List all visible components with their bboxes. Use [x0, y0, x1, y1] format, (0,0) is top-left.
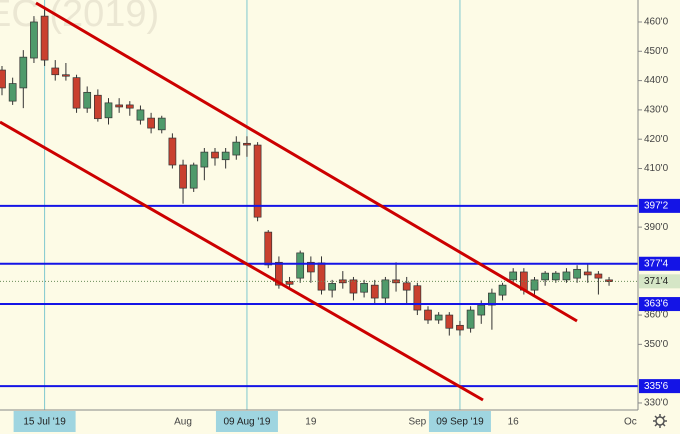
level-label: 363'6 — [644, 299, 669, 310]
x-tick-label: 19 — [305, 417, 317, 428]
y-tick-label: 410'0 — [644, 163, 669, 174]
candle-body — [466, 309, 475, 329]
candle-body — [285, 280, 294, 285]
y-tick-label: 450'0 — [644, 46, 669, 57]
candle-body — [477, 304, 486, 316]
level-tag — [639, 256, 680, 271]
candle-body — [360, 283, 368, 293]
level-label: 397'2 — [644, 201, 669, 212]
candle-body — [402, 282, 411, 291]
date-tag — [13, 411, 76, 432]
level-tag — [639, 297, 680, 312]
candle-body — [296, 252, 305, 279]
date-tag — [428, 411, 491, 432]
candle-body — [19, 56, 28, 89]
candle-body — [30, 21, 38, 59]
candle-body — [93, 94, 102, 120]
candle-body — [551, 272, 560, 281]
plot-area — [0, 0, 638, 410]
y-tick-label: 350'0 — [644, 339, 669, 350]
candle-body — [530, 279, 539, 291]
candle-body — [253, 144, 262, 218]
candle-body — [8, 83, 17, 102]
candle-body — [221, 151, 230, 161]
candle-body — [573, 268, 581, 279]
trend-line — [0, 120, 484, 402]
last-price-tag — [639, 274, 680, 289]
level-label: 377'4 — [644, 258, 669, 269]
level-tag — [639, 198, 680, 213]
candle-body — [189, 164, 198, 189]
candle-body — [243, 142, 251, 146]
candle-body — [509, 271, 518, 281]
candle-body — [125, 104, 134, 109]
candle-body — [445, 314, 454, 329]
candle-body — [136, 109, 145, 121]
candle-body — [62, 74, 70, 77]
candle-body — [157, 117, 166, 131]
x-tick-label: Aug — [174, 417, 192, 428]
x-tick-label: Oc — [624, 417, 637, 428]
candle-body — [147, 117, 155, 129]
candle-body — [562, 271, 571, 281]
candle-body — [456, 324, 464, 331]
candle-body — [541, 272, 550, 281]
candle-body — [115, 104, 124, 108]
labels: 460'0 450'0 440'0 430'0 420'0 410'0 390'0 360'0… — [13, 17, 680, 432]
candle-body — [328, 283, 336, 291]
candle-body — [349, 279, 358, 294]
y-tick-label: 360'0 — [644, 310, 669, 321]
candle-body — [168, 137, 177, 166]
time-axis — [0, 410, 680, 434]
candle-body — [413, 285, 422, 311]
candle-body — [83, 91, 92, 109]
candle-body — [211, 151, 219, 159]
x-tick-label: 16 — [508, 417, 520, 428]
candle-body — [264, 231, 273, 266]
x-tick-label: 09 Aug '19 — [223, 417, 270, 428]
x-tick-label: Sep — [408, 417, 426, 428]
candle-body — [200, 151, 209, 168]
level-tag — [639, 379, 680, 394]
y-tick-label: 440'0 — [644, 75, 669, 86]
candle-body — [317, 262, 326, 291]
y-tick-label: 330'0 — [644, 398, 669, 409]
y-tick-label: 390'0 — [644, 222, 669, 233]
candle-body — [594, 273, 603, 279]
candle-body — [370, 284, 379, 299]
level-label: 335'6 — [644, 381, 669, 392]
candle-body — [488, 292, 496, 306]
y-tick-label: 460'0 — [644, 17, 669, 28]
candle-body — [498, 284, 507, 296]
last-price-label: 371'4 — [644, 276, 669, 287]
x-tick-label: 09 Sep '19 — [436, 417, 484, 428]
settings-icon[interactable] — [653, 414, 667, 428]
candle-body — [275, 261, 283, 286]
candle-body — [381, 279, 390, 299]
candle-body — [307, 261, 315, 273]
candle-body — [40, 15, 49, 61]
candle-body — [424, 309, 432, 321]
candle-body — [104, 102, 113, 119]
y-tick-label: 430'0 — [644, 105, 669, 116]
date-tag — [215, 411, 278, 432]
candle-body — [0, 69, 6, 89]
x-tick-label: 15 Jul '19 — [23, 417, 66, 428]
candle-body — [72, 77, 81, 109]
candle-body — [232, 141, 241, 156]
candle-body — [583, 271, 592, 276]
price-axis — [638, 0, 680, 434]
candle-body — [51, 67, 60, 76]
candle-body — [179, 164, 187, 189]
candle-body — [434, 314, 443, 321]
y-tick-label: 420'0 — [644, 134, 669, 145]
trend-line — [35, 1, 578, 323]
